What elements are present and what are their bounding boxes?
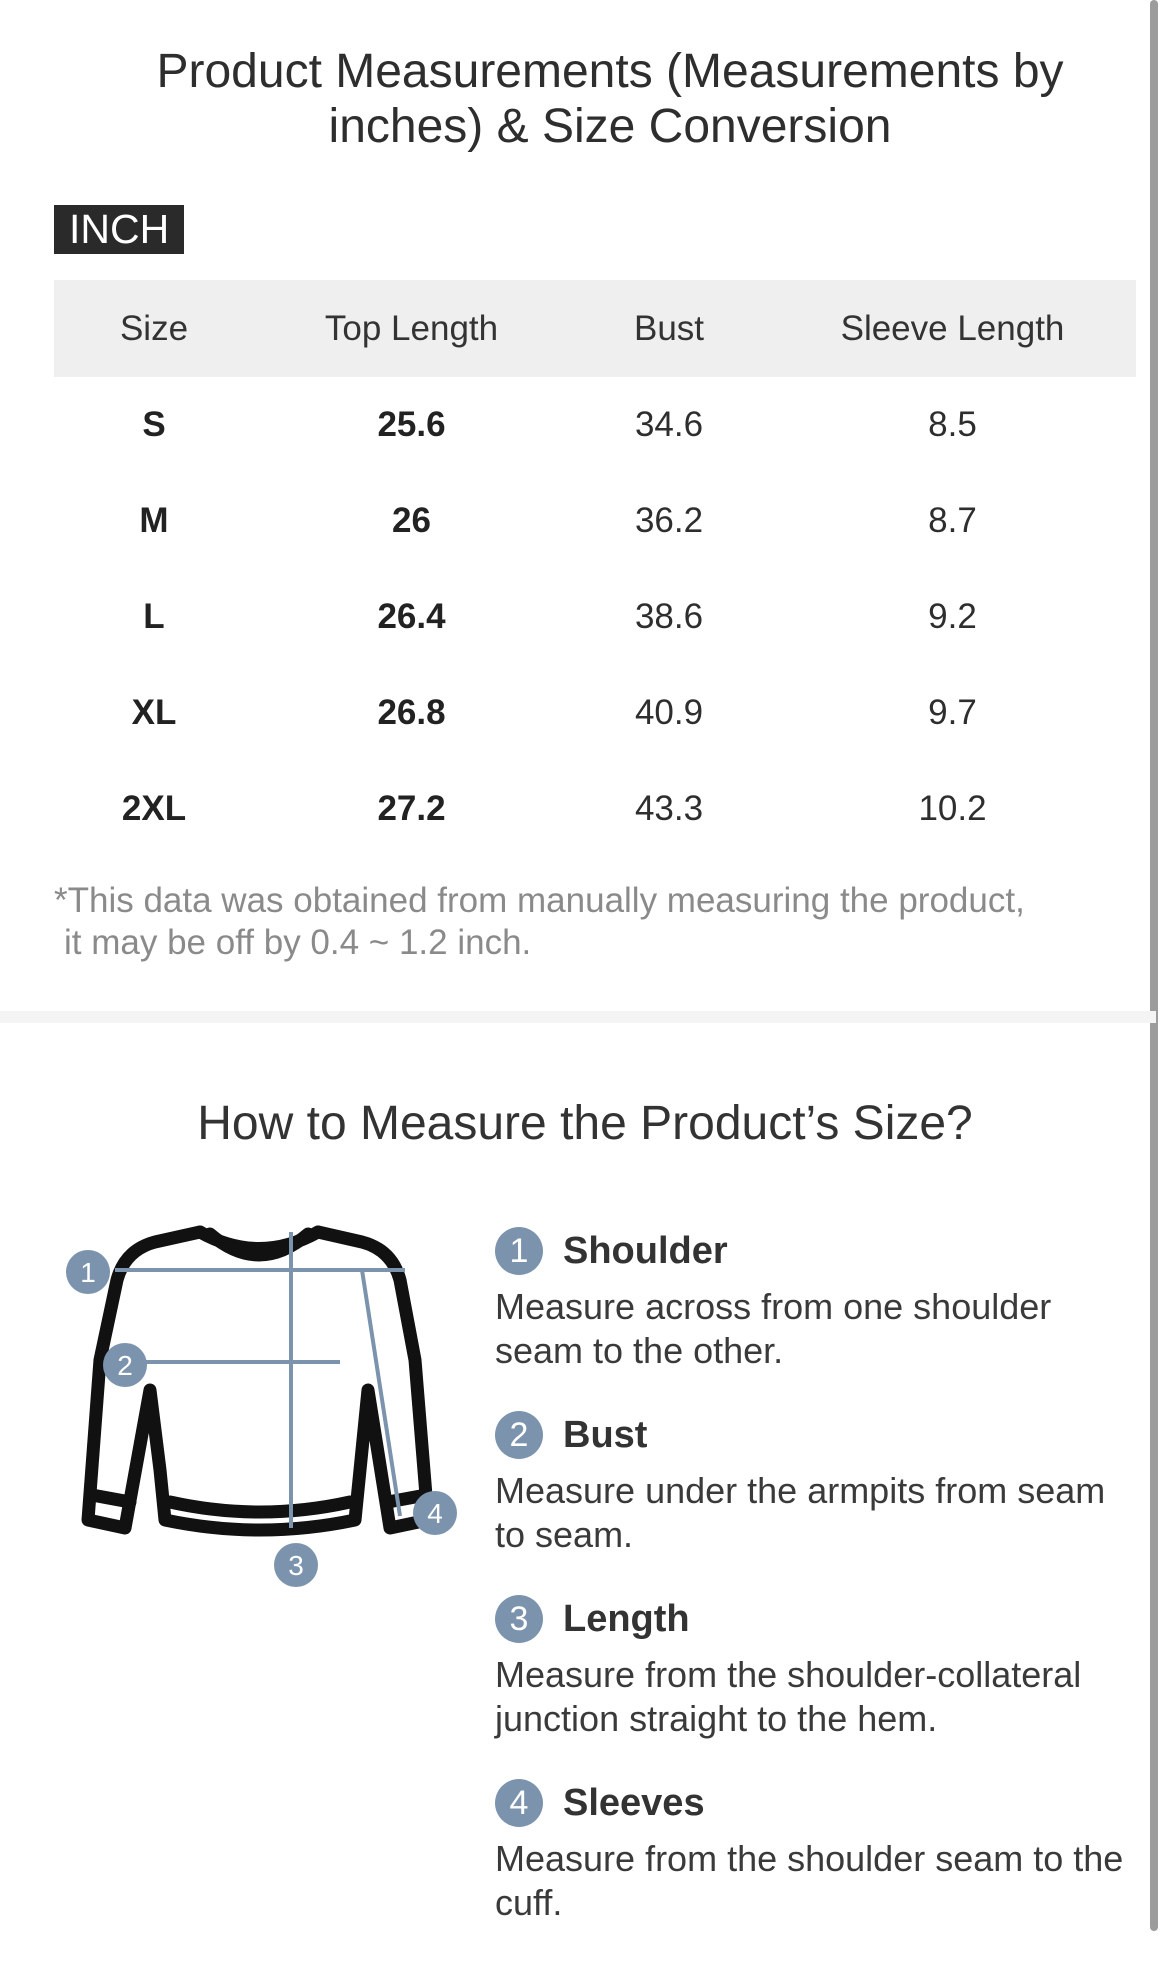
- bust-cell: 34.6: [634, 405, 704, 444]
- top-length-cell: 25.6: [377, 405, 446, 444]
- diagram-marker-3-label: 3: [288, 1550, 304, 1581]
- bust-cell: 36.2: [634, 501, 704, 540]
- size-table: Size Top Length Bust Sleeve Length S 25.…: [54, 280, 1136, 857]
- diagram-marker-2-label: 2: [117, 1350, 133, 1381]
- step-description: Measure from the shoulder-collateral jun…: [495, 1654, 1082, 1739]
- diagram-marker-1-label: 1: [80, 1257, 96, 1288]
- bust-cell: 43.3: [634, 789, 704, 828]
- measurement-steps: 1 Shoulder Measure across from one shoul…: [495, 1225, 1135, 1961]
- top-length-cell: 26.8: [377, 693, 446, 732]
- step-number-badge: 2: [495, 1411, 543, 1459]
- table-row: M 26 36.2 8.7: [54, 473, 1136, 569]
- step-description: Measure from the shoulder seam to the cu…: [495, 1838, 1124, 1923]
- table-row: S 25.6 34.6 8.5: [54, 377, 1136, 473]
- step-title: Sleeves: [563, 1781, 705, 1824]
- column-header-bust: Bust: [569, 280, 769, 377]
- diagram-marker-2: 2: [103, 1343, 147, 1387]
- sleeve-length-cell: 8.5: [928, 405, 977, 444]
- size-cell: M: [139, 501, 169, 540]
- step-title: Bust: [563, 1413, 648, 1456]
- bust-cell: 38.6: [634, 597, 704, 636]
- unit-tag: INCH: [54, 205, 185, 254]
- measurement-note: *This data was obtained from manually me…: [54, 880, 1114, 964]
- sweater-hem: [163, 1495, 357, 1519]
- page-title: Product Measurements (Measurements by in…: [156, 45, 1064, 153]
- column-header-top-length: Top Length: [254, 280, 569, 377]
- sweater-right-cuff: [381, 1488, 433, 1509]
- column-header-size: Size: [54, 280, 254, 377]
- note-line-1: *This data was obtained from manually me…: [54, 881, 1025, 920]
- sleeve-length-cell: 9.7: [928, 693, 977, 732]
- scrollbar[interactable]: [1150, 0, 1158, 1931]
- table-header-row: Size Top Length Bust Sleeve Length: [54, 280, 1136, 377]
- how-to-measure-title: How to Measure the Product’s Size?: [197, 1097, 973, 1150]
- step-length: 3 Length Measure from the shoulder-colla…: [495, 1593, 1135, 1741]
- top-length-cell: 27.2: [377, 789, 446, 828]
- step-description: Measure under the armpits from seam to s…: [495, 1470, 1106, 1555]
- step-title: Length: [563, 1597, 690, 1640]
- sweater-left-cuff: [85, 1488, 137, 1509]
- sleeve-length-cell: 10.2: [918, 789, 987, 828]
- section-divider: [0, 1011, 1156, 1023]
- step-number-badge: 1: [495, 1227, 543, 1275]
- step-number-badge: 4: [495, 1779, 543, 1827]
- diagram-marker-3: 3: [274, 1543, 318, 1587]
- table-row: L 26.4 38.6 9.2: [54, 569, 1136, 665]
- diagram-marker-1: 1: [66, 1250, 110, 1294]
- sleeve-measure-line: [360, 1269, 402, 1517]
- size-cell: 2XL: [121, 789, 187, 828]
- size-cell: S: [142, 405, 166, 444]
- sweater-measurement-diagram: 1 2 3 4: [66, 1225, 457, 1587]
- size-cell: L: [143, 597, 165, 636]
- step-sleeves: 4 Sleeves Measure from the shoulder seam…: [495, 1777, 1135, 1925]
- step-number-badge: 3: [495, 1595, 543, 1643]
- note-line-2: it may be off by 0.4 ~ 1.2 inch.: [64, 923, 532, 962]
- step-title: Shoulder: [563, 1229, 728, 1272]
- sleeve-length-cell: 9.2: [928, 597, 977, 636]
- top-length-cell: 26: [392, 501, 431, 540]
- step-shoulder: 1 Shoulder Measure across from one shoul…: [495, 1225, 1135, 1373]
- column-header-sleeve-length: Sleeve Length: [769, 280, 1136, 377]
- table-row: 2XL 27.2 43.3 10.2: [54, 761, 1136, 857]
- step-description: Measure across from one shoulder seam to…: [495, 1286, 1052, 1371]
- step-bust: 2 Bust Measure under the armpits from se…: [495, 1409, 1135, 1557]
- diagram-marker-4-label: 4: [427, 1498, 443, 1529]
- bust-cell: 40.9: [634, 693, 704, 732]
- sleeve-length-cell: 8.7: [928, 501, 977, 540]
- top-length-cell: 26.4: [377, 597, 446, 636]
- size-cell: XL: [131, 693, 177, 732]
- table-row: XL 26.8 40.9 9.7: [54, 665, 1136, 761]
- diagram-marker-4: 4: [413, 1491, 457, 1535]
